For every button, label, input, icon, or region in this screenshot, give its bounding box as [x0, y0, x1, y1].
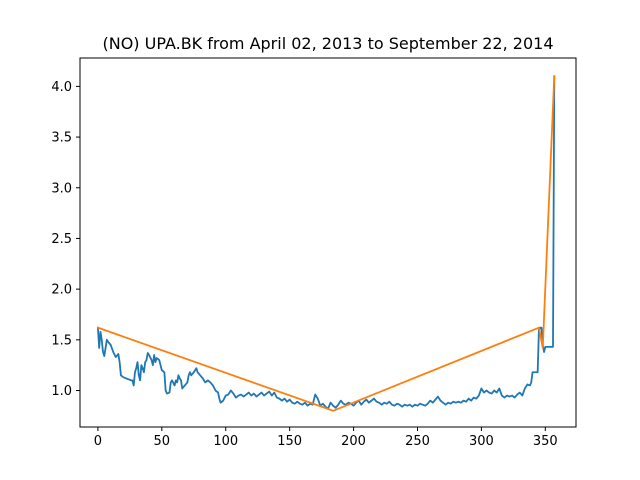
x-tick-label: 350	[533, 434, 558, 449]
plot-series	[96, 75, 556, 412]
x-tick-label: 300	[469, 434, 494, 449]
y-axis: 1.0 1.5 2.0 2.5 3.0 3.5 4.0	[51, 80, 80, 399]
x-tick-label: 250	[405, 434, 430, 449]
y-tick-label: 4.0	[51, 80, 72, 95]
y-tick-label: 3.5	[51, 131, 72, 146]
x-axis: 0 50 100 150 200 250 300 350	[94, 427, 558, 449]
x-tick-label: 200	[341, 434, 366, 449]
x-tick-label: 100	[213, 434, 238, 449]
y-tick-label: 1.5	[51, 333, 72, 348]
x-tick-label: 150	[277, 434, 302, 449]
chart-title: (NO) UPA.BK from April 02, 2013 to Septe…	[102, 34, 553, 53]
series-line-1	[96, 75, 556, 410]
y-tick-label: 1.0	[51, 384, 72, 399]
axes-frame	[79, 57, 577, 428]
y-tick-label: 3.0	[51, 181, 72, 196]
series-line-2	[96, 75, 556, 412]
y-tick-label: 2.5	[51, 232, 72, 247]
x-tick-label: 50	[154, 434, 171, 449]
y-tick-label: 2.0	[51, 283, 72, 298]
x-tick-label: 0	[94, 434, 102, 449]
